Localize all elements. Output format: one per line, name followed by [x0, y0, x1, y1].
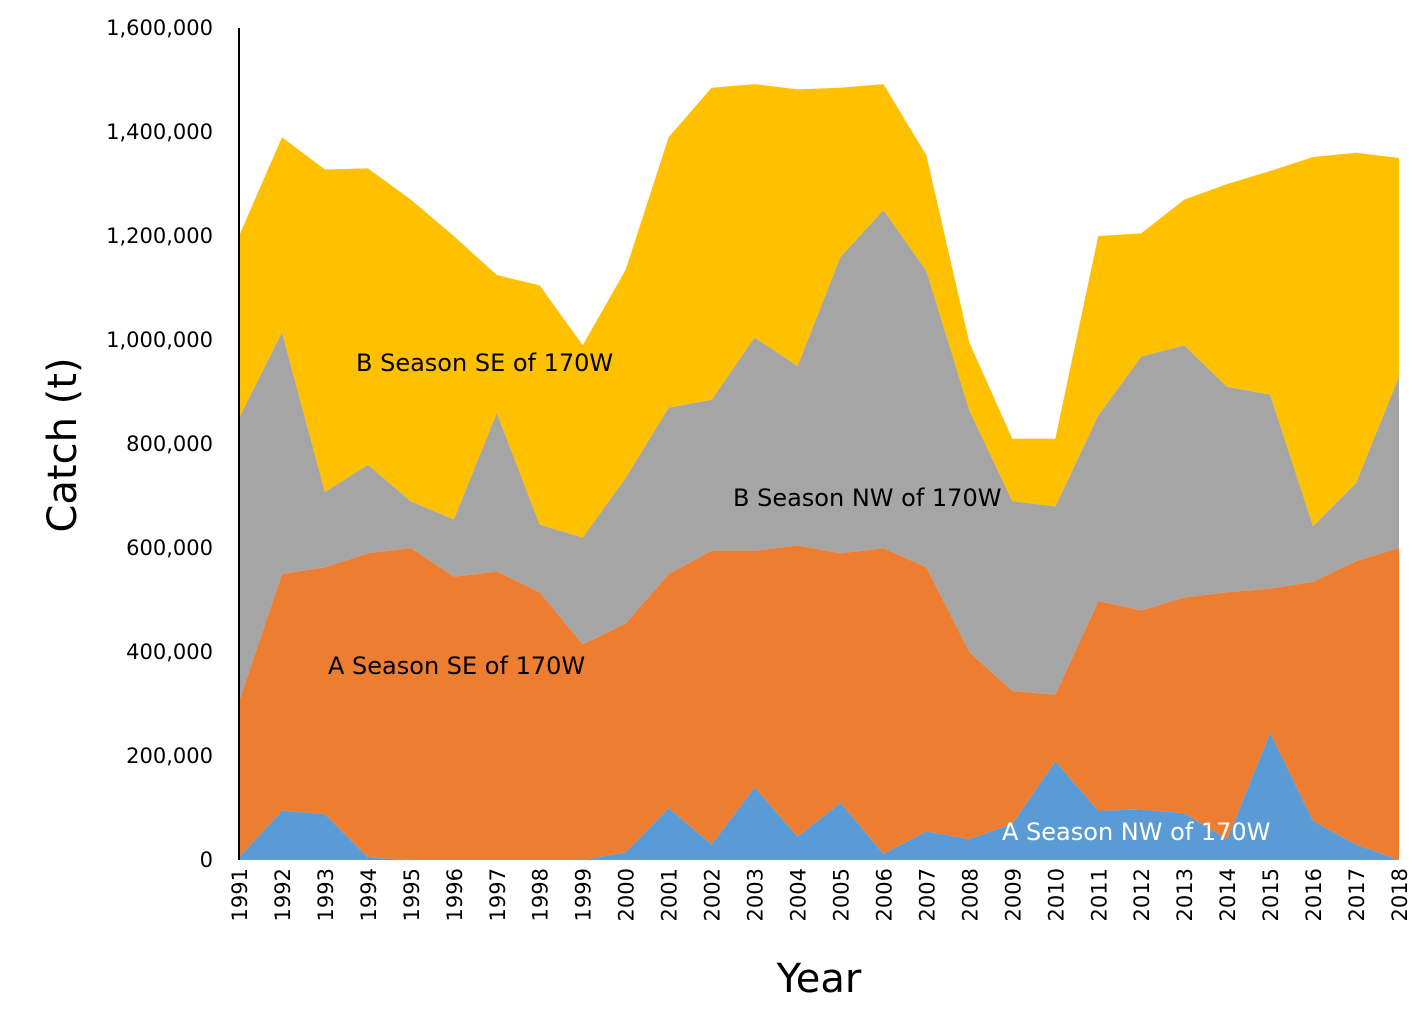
- x-tick-label: 2004: [787, 868, 811, 921]
- x-tick-label: 2006: [872, 868, 896, 921]
- x-tick-label: 2015: [1259, 868, 1283, 921]
- x-tick-label: 2016: [1302, 868, 1326, 921]
- area-series-4: [239, 84, 1399, 538]
- x-tick-label: 1999: [572, 868, 596, 921]
- y-tick-label: 1,600,000: [106, 16, 213, 40]
- x-axis-tick-labels: 1991 1992 1993 1994 1995 1996 1997 1998 1999 2000…: [228, 868, 1412, 921]
- y-tick-label: 800,000: [126, 432, 213, 456]
- x-tick-label: 2011: [1087, 868, 1111, 921]
- y-tick-label: 400,000: [126, 640, 213, 664]
- x-tick-label: 2008: [958, 868, 982, 921]
- x-tick-label: 2009: [1001, 868, 1025, 921]
- area-label-3: B Season NW of 170W: [733, 484, 1001, 512]
- x-axis-title: Year: [776, 956, 862, 1002]
- area-label-2: A Season SE of 170W: [328, 652, 585, 680]
- x-tick-label: 1992: [271, 868, 295, 921]
- x-tick-label: 2000: [615, 868, 639, 921]
- y-tick-label: 200,000: [126, 744, 213, 768]
- y-tick-label: 1,000,000: [106, 328, 213, 352]
- x-tick-label: 1997: [486, 868, 510, 921]
- x-tick-label: 2007: [915, 868, 939, 921]
- x-tick-label: 1998: [529, 868, 553, 921]
- x-tick-label: 1994: [357, 868, 381, 921]
- area-series-labels: A Season NW of 170W A Season SE of 170W B …: [328, 349, 1270, 846]
- area-series-3: [239, 210, 1399, 702]
- x-tick-label: 2002: [701, 868, 725, 921]
- x-tick-label: 2017: [1345, 868, 1369, 921]
- x-tick-label: 1991: [228, 868, 252, 921]
- x-tick-label: 2018: [1388, 868, 1412, 921]
- area-label-4: B Season SE of 170W: [356, 349, 613, 377]
- x-tick-label: 2010: [1044, 868, 1068, 921]
- area-series-2: [239, 545, 1399, 860]
- x-tick-label: 2012: [1130, 868, 1154, 921]
- y-tick-label: 0: [200, 848, 213, 872]
- x-tick-label: 2001: [658, 868, 682, 921]
- y-axis-title: Catch (t): [40, 357, 86, 532]
- area-series-1: [239, 732, 1399, 860]
- x-tick-label: 2014: [1216, 868, 1240, 921]
- x-tick-label: 1993: [314, 868, 338, 921]
- x-tick-label: 1996: [443, 868, 467, 921]
- area-series-group: [239, 84, 1399, 860]
- y-tick-label: 1,400,000: [106, 120, 213, 144]
- x-tick-label: 2005: [829, 868, 853, 921]
- area-label-1: A Season NW of 170W: [1002, 818, 1270, 846]
- x-tick-label: 1995: [400, 868, 424, 921]
- y-axis-tick-labels: 0 200,000 400,000 600,000 800,000 1,000,000 1,…: [106, 16, 213, 872]
- y-tick-label: 1,200,000: [106, 224, 213, 248]
- y-tick-label: 600,000: [126, 536, 213, 560]
- x-tick-label: 2013: [1173, 868, 1197, 921]
- x-tick-label: 2003: [744, 868, 768, 921]
